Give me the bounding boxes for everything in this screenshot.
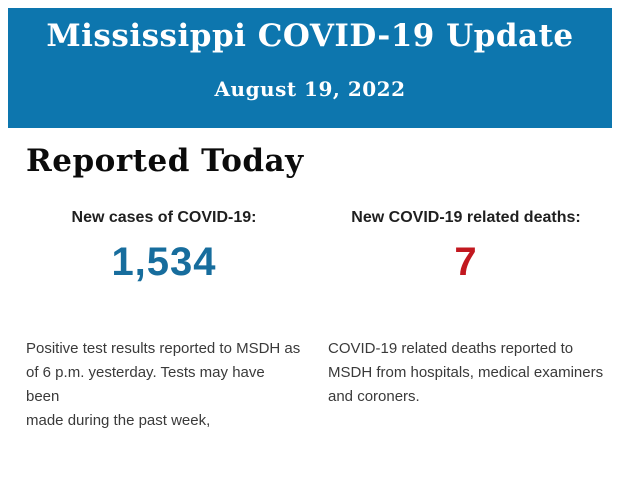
stats-columns: New cases of COVID-19: 1,534 Positive te… bbox=[26, 180, 604, 433]
banner-title: Mississippi COVID-19 Update bbox=[46, 18, 574, 54]
cases-column: New cases of COVID-19: 1,534 Positive te… bbox=[26, 180, 302, 433]
page: { "banner": { "title": "Mississippi COVI… bbox=[0, 8, 620, 491]
section-heading: Reported Today bbox=[26, 143, 304, 179]
cases-value: 1,534 bbox=[111, 240, 217, 284]
banner-date: August 19, 2022 bbox=[214, 77, 406, 101]
deaths-column: New COVID-19 related deaths: 7 COVID-19 … bbox=[328, 180, 604, 433]
cases-description: Positive test results reported to MSDH a… bbox=[26, 340, 301, 429]
cases-label: New cases of COVID-19: bbox=[71, 209, 257, 226]
deaths-label: New COVID-19 related deaths: bbox=[351, 209, 581, 226]
deaths-value: 7 bbox=[454, 240, 478, 284]
covid-update-card: Mississippi COVID-19 Update August 19, 2… bbox=[0, 8, 620, 491]
deaths-description: COVID-19 related deaths reported to MSDH… bbox=[328, 340, 604, 405]
header-banner: Mississippi COVID-19 Update August 19, 2… bbox=[8, 8, 612, 128]
